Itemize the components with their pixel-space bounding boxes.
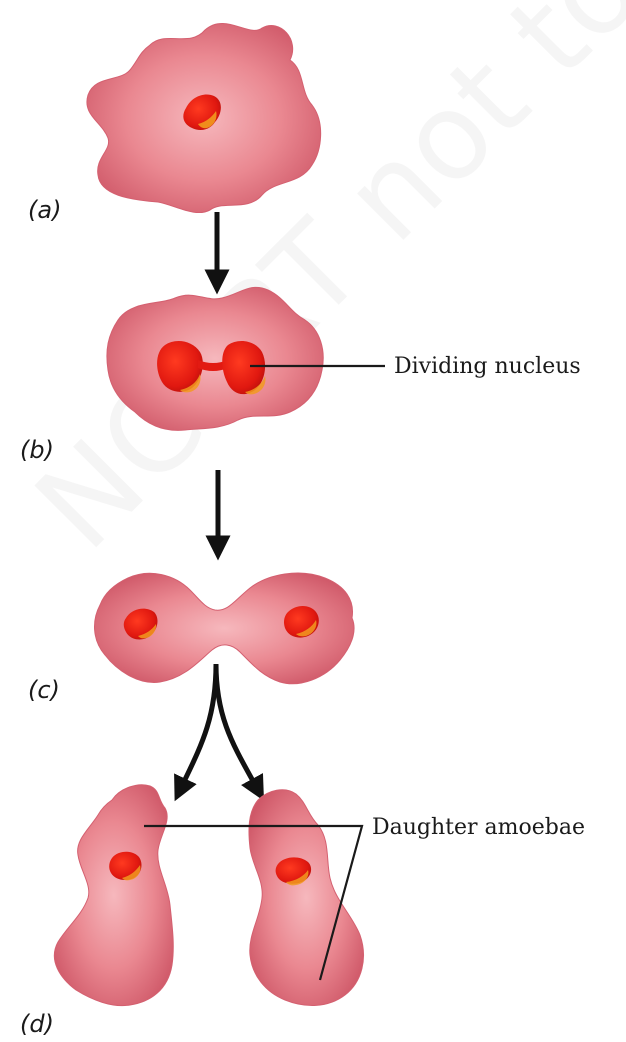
stage-label-c: (c) [28, 676, 60, 704]
stage-label-a: (a) [28, 196, 61, 224]
daughter-amoebae-leader [144, 824, 364, 981]
amoeba-stage-b [106, 286, 324, 431]
amoeba-stage-d-left [53, 784, 174, 1007]
amoeba-stage-c [94, 572, 355, 685]
amoeba-cell-body [106, 286, 324, 431]
nucleus-highlight [245, 376, 266, 395]
stage-label-d: (d) [20, 1010, 54, 1038]
amoeba-stage-d-right [248, 789, 364, 1006]
amoeba-stage-a [86, 23, 322, 214]
nucleus-highlight [122, 865, 141, 881]
nucleus-bridge [198, 360, 228, 371]
arrow-split-left-icon [174, 663, 219, 802]
nucleus-highlight [296, 620, 317, 637]
nucleus-highlight [198, 111, 217, 129]
nucleus-highlight [180, 374, 201, 393]
amoeba-cell-body [248, 789, 364, 1006]
amoeba-cell-body [53, 784, 174, 1007]
nucleus-right [222, 340, 266, 395]
arrow-split-right-icon [213, 663, 265, 801]
nucleus-left [157, 340, 203, 392]
daughter-amoebae-label: Daughter amoebae [372, 815, 585, 840]
nucleus-highlight [138, 624, 157, 639]
stage-label-b: (b) [20, 436, 54, 464]
nucleus-highlight [286, 870, 309, 886]
amoeba-cell-body [94, 572, 355, 685]
dividing-nucleus-label: Dividing nucleus [394, 354, 581, 379]
